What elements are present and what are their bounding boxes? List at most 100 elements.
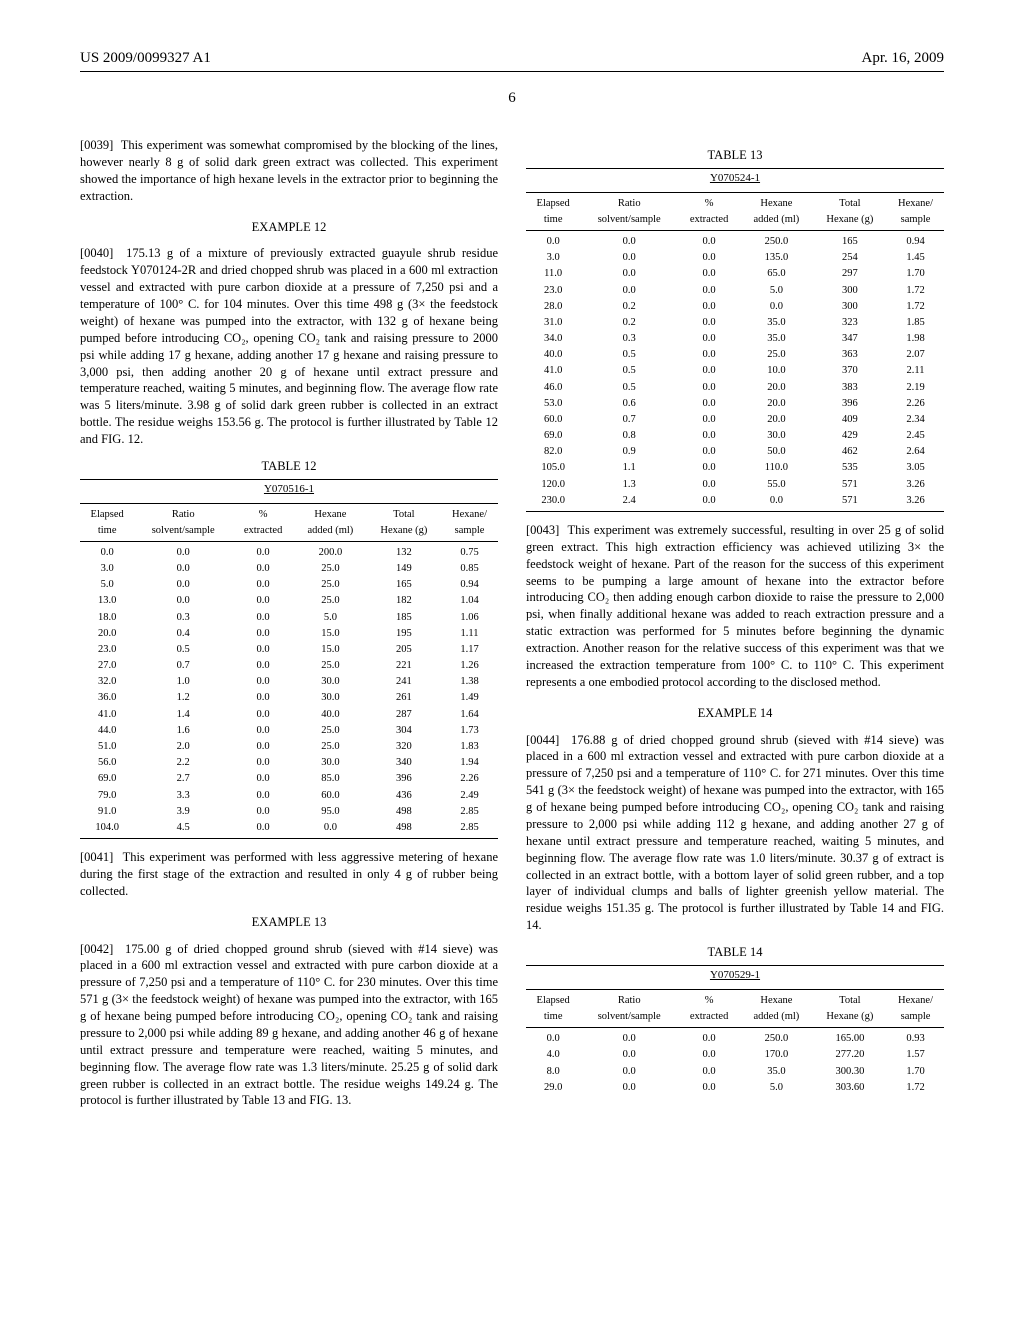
paragraph-0043: [0043] This experiment was extremely suc… bbox=[526, 522, 944, 691]
table-cell: 0.0 bbox=[678, 331, 740, 347]
table-cell: 165 bbox=[813, 231, 887, 251]
table-row: 4.00.00.0170.0277.201.57 bbox=[526, 1047, 944, 1063]
table-cell: 1.38 bbox=[441, 674, 498, 690]
patent-number: US 2009/0099327 A1 bbox=[80, 50, 211, 67]
table-cell: 195 bbox=[367, 626, 441, 642]
table-cell: 5.0 bbox=[740, 1080, 813, 1098]
table-cell: 0.0 bbox=[678, 363, 740, 379]
table-row: 60.00.70.020.04092.34 bbox=[526, 412, 944, 428]
table-cell: 15.0 bbox=[294, 642, 367, 658]
table-header-cell: added (ml) bbox=[740, 1009, 813, 1028]
table-cell: 0.0 bbox=[134, 561, 232, 577]
table-header-cell: Elapsed bbox=[526, 192, 580, 212]
table-row: 11.00.00.065.02971.70 bbox=[526, 266, 944, 282]
table-cell: 165.00 bbox=[813, 1028, 887, 1048]
table-cell: 383 bbox=[813, 380, 887, 396]
table-cell: 409 bbox=[813, 412, 887, 428]
table-cell: 2.07 bbox=[887, 347, 944, 363]
table-cell: 1.1 bbox=[580, 460, 678, 476]
table-header-cell: sample bbox=[887, 1009, 944, 1028]
table-13: ElapsedRatio%HexaneTotalHexane/timesolve… bbox=[526, 192, 944, 512]
table-cell: 185 bbox=[367, 610, 441, 626]
table-cell: 0.0 bbox=[232, 690, 294, 706]
table-cell: 396 bbox=[813, 396, 887, 412]
table-cell: 1.73 bbox=[441, 723, 498, 739]
patent-date: Apr. 16, 2009 bbox=[862, 50, 945, 67]
table-cell: 571 bbox=[813, 493, 887, 512]
table-cell: 55.0 bbox=[740, 477, 813, 493]
table-cell: 104.0 bbox=[80, 820, 134, 839]
table-cell: 0.0 bbox=[678, 347, 740, 363]
table-cell: 15.0 bbox=[294, 626, 367, 642]
content-columns: [0039] This experiment was somewhat comp… bbox=[80, 137, 944, 1119]
table-header-cell: added (ml) bbox=[294, 523, 367, 542]
table-cell: 1.57 bbox=[887, 1047, 944, 1063]
table-row: 120.01.30.055.05713.26 bbox=[526, 477, 944, 493]
table-cell: 3.0 bbox=[80, 561, 134, 577]
table-cell: 0.9 bbox=[580, 444, 678, 460]
table-cell: 5.0 bbox=[80, 577, 134, 593]
table-header-cell: added (ml) bbox=[740, 212, 813, 231]
table-row: 27.00.70.025.02211.26 bbox=[80, 658, 498, 674]
table-cell: 40.0 bbox=[294, 707, 367, 723]
table-cell: 2.11 bbox=[887, 363, 944, 379]
table-row: 41.00.50.010.03702.11 bbox=[526, 363, 944, 379]
table-cell: 323 bbox=[813, 315, 887, 331]
table-cell: 2.34 bbox=[887, 412, 944, 428]
paragraph-0042: [0042] 175.00 g of dried chopped ground … bbox=[80, 941, 498, 1110]
table-cell: 340 bbox=[367, 755, 441, 771]
table-cell: 205 bbox=[367, 642, 441, 658]
table-cell: 0.0 bbox=[232, 658, 294, 674]
table-row: 105.01.10.0110.05353.05 bbox=[526, 460, 944, 476]
table-cell: 0.0 bbox=[232, 739, 294, 755]
para-num: [0044] bbox=[526, 733, 559, 747]
table-header-cell: Total bbox=[813, 192, 887, 212]
table-cell: 41.0 bbox=[526, 363, 580, 379]
table-cell: 8.0 bbox=[526, 1064, 580, 1080]
table-cell: 0.0 bbox=[740, 299, 813, 315]
table-cell: 0.5 bbox=[580, 363, 678, 379]
table-header-cell: Hexane (g) bbox=[367, 523, 441, 542]
table-cell: 170.0 bbox=[740, 1047, 813, 1063]
table-cell: 0.2 bbox=[580, 315, 678, 331]
table-cell: 277.20 bbox=[813, 1047, 887, 1063]
table-cell: 0.0 bbox=[678, 412, 740, 428]
table-cell: 0.0 bbox=[678, 428, 740, 444]
table-cell: 462 bbox=[813, 444, 887, 460]
table-cell: 304 bbox=[367, 723, 441, 739]
table-cell: 0.0 bbox=[232, 820, 294, 839]
table-cell: 0.0 bbox=[580, 250, 678, 266]
table-cell: 23.0 bbox=[80, 642, 134, 658]
table-cell: 0.0 bbox=[678, 231, 740, 251]
table-cell: 3.05 bbox=[887, 460, 944, 476]
table-cell: 13.0 bbox=[80, 593, 134, 609]
table-cell: 0.5 bbox=[580, 347, 678, 363]
table-cell: 0.0 bbox=[678, 315, 740, 331]
table-cell: 0.0 bbox=[678, 1064, 740, 1080]
table-cell: 0.0 bbox=[678, 250, 740, 266]
table-cell: 1.98 bbox=[887, 331, 944, 347]
table-cell: 46.0 bbox=[526, 380, 580, 396]
table-cell: 51.0 bbox=[80, 739, 134, 755]
table-row: 41.01.40.040.02871.64 bbox=[80, 707, 498, 723]
table-cell: 20.0 bbox=[740, 396, 813, 412]
table-row: 5.00.00.025.01650.94 bbox=[80, 577, 498, 593]
table-cell: 25.0 bbox=[740, 347, 813, 363]
table-cell: 0.6 bbox=[580, 396, 678, 412]
table-cell: 0.93 bbox=[887, 1028, 944, 1048]
table-cell: 1.83 bbox=[441, 739, 498, 755]
table-cell: 320 bbox=[367, 739, 441, 755]
table-cell: 0.3 bbox=[580, 331, 678, 347]
table-cell: 3.0 bbox=[526, 250, 580, 266]
example-12-heading: EXAMPLE 12 bbox=[80, 219, 498, 236]
para-text: 175.00 g of dried chopped ground shrub (… bbox=[80, 942, 498, 1108]
table-row: 32.01.00.030.02411.38 bbox=[80, 674, 498, 690]
table-cell: 65.0 bbox=[740, 266, 813, 282]
table-cell: 2.2 bbox=[134, 755, 232, 771]
table-cell: 2.85 bbox=[441, 820, 498, 839]
table-cell: 0.0 bbox=[678, 444, 740, 460]
table-cell: 91.0 bbox=[80, 804, 134, 820]
table-cell: 1.72 bbox=[887, 283, 944, 299]
paragraph-0044: [0044] 176.88 g of dried chopped ground … bbox=[526, 732, 944, 935]
table-header-cell: Ratio bbox=[134, 503, 232, 523]
